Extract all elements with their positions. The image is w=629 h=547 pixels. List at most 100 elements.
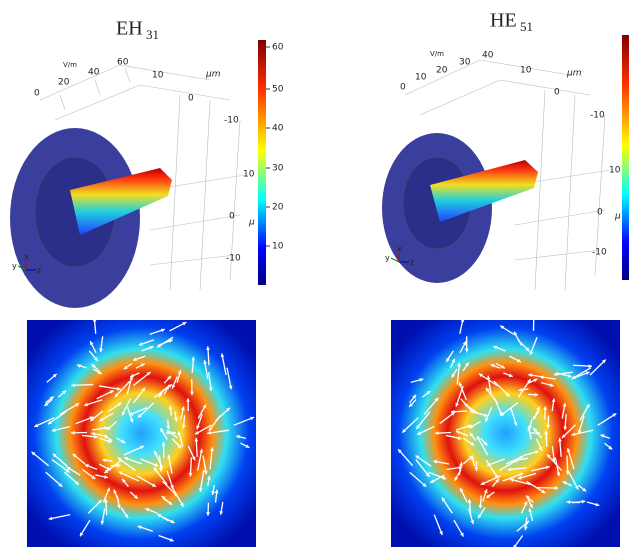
arrow-head (460, 318, 465, 323)
arrow-head (476, 435, 481, 440)
arrow (478, 373, 498, 387)
arrow-head (124, 514, 129, 519)
arrow-head (168, 405, 173, 410)
arrow-head (106, 487, 110, 492)
arrow-head (439, 531, 443, 536)
arrow-head (206, 512, 211, 516)
arrow-head (177, 431, 182, 436)
arrow-head (203, 470, 208, 475)
panel-subscript: 31 (146, 27, 159, 42)
arrow-head (435, 431, 439, 435)
arrow-head (181, 424, 186, 429)
arrow-head (129, 411, 134, 416)
arrow (132, 371, 151, 387)
arrow-head (174, 493, 179, 497)
arrow-head (199, 448, 204, 453)
arrow-head (94, 434, 98, 439)
arrow-head (470, 441, 475, 446)
arrow (47, 411, 67, 425)
arrow-head (102, 458, 107, 463)
arrow-head (103, 435, 108, 439)
arrow (526, 480, 546, 494)
arrow-head (117, 386, 121, 391)
axis-label: 10 (520, 66, 532, 76)
arrow-head (485, 387, 490, 392)
arrow-head (117, 402, 122, 407)
arrow-head (532, 415, 537, 420)
axis-triad: yxz (385, 245, 414, 267)
arrow-head (207, 475, 211, 480)
arrow (123, 445, 145, 456)
arrow-head (250, 416, 255, 421)
arrow-head (107, 439, 112, 443)
arrow-head (167, 384, 172, 388)
arrow-head (34, 423, 39, 428)
axis-label: -10 (226, 254, 241, 264)
arrow-head (586, 404, 590, 409)
triad-axis (390, 257, 400, 263)
arrow-head (398, 449, 402, 454)
arrow-head (554, 486, 559, 490)
field-arrows (31, 311, 617, 547)
arrow (409, 471, 427, 488)
arrow-head (198, 488, 203, 492)
arrow (153, 466, 168, 486)
arrow-head (109, 390, 114, 394)
arrow-head (65, 468, 70, 473)
arrow-head (513, 331, 518, 336)
arrow-head (161, 442, 166, 446)
arrow-head (58, 482, 63, 487)
arrow-head (90, 417, 95, 421)
arrow-head (181, 406, 185, 411)
arrow-head (523, 526, 528, 531)
arrow-head (595, 502, 600, 507)
arrow-head (549, 383, 554, 387)
arrow-head (451, 373, 456, 378)
arrow-head (129, 418, 134, 423)
arrow-head (145, 508, 150, 512)
arrow-head (457, 362, 462, 367)
arrow-head (529, 350, 534, 355)
arrow-head (140, 363, 145, 367)
arrow-head (104, 426, 108, 430)
arrow-head (208, 387, 213, 392)
axis-label: 10 (609, 166, 621, 176)
axis-label: 40 (88, 68, 100, 78)
arrow-head (236, 434, 240, 439)
arrow-head (483, 489, 488, 494)
arrow-head (71, 430, 75, 435)
arrow-head (165, 385, 169, 390)
panel-subscript: 51 (520, 19, 533, 34)
arrow-head (500, 364, 505, 369)
axis-label: 0 (188, 94, 194, 104)
arrow-head (467, 424, 472, 429)
arrow-head (442, 475, 447, 480)
arrow-head (104, 499, 108, 503)
arrow-head (533, 427, 538, 432)
arrow-head (245, 444, 250, 448)
arrow (117, 457, 136, 472)
triad-axis (17, 265, 27, 271)
arrow-head (495, 479, 499, 483)
arrow-head (483, 441, 488, 446)
arrow-head (177, 444, 182, 449)
arrow-head (600, 434, 605, 438)
triad-label: z (410, 258, 414, 267)
arrow-head (113, 489, 117, 494)
arrow-head (153, 467, 158, 472)
arrow-head (460, 532, 464, 537)
arrow-head (123, 365, 128, 370)
arrow-head (194, 437, 199, 442)
arrow-head (612, 413, 617, 418)
panel-title: EH (116, 18, 143, 40)
arrow-head (66, 466, 71, 471)
arrow-head (130, 373, 135, 378)
arrow-head (52, 453, 57, 458)
axis-triad: yxz (12, 253, 41, 275)
arrow-head (138, 342, 143, 346)
arrow-head (122, 478, 126, 483)
axis-label: 20 (58, 78, 70, 88)
arrow (455, 385, 464, 407)
arrow-head (422, 483, 427, 487)
